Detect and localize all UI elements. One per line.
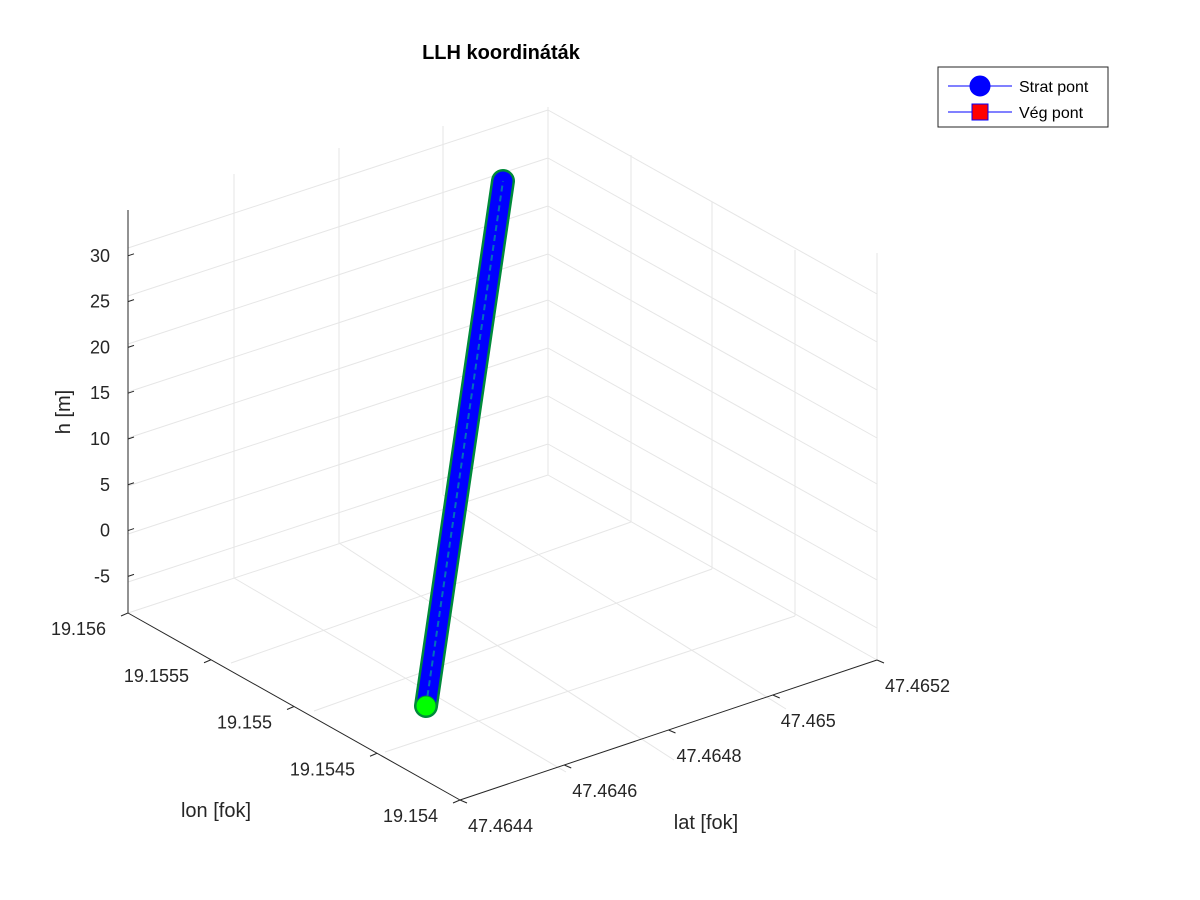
lon-tick [452,799,461,804]
lat-tick-label: 47.4646 [572,781,637,801]
h-tick-label: 30 [90,246,110,266]
lat-tick [459,799,468,804]
legend-label-end: Vég pont [1019,105,1084,122]
tick-marks [120,253,885,804]
trajectory-inner-stripe [425,180,504,707]
trajectory [414,169,515,718]
lon-tick-label: 19.154 [383,806,438,826]
h-tick [127,436,135,440]
lon-tick-label: 19.1555 [124,666,189,686]
lon-tick-label: 19.155 [217,713,272,733]
lat-tick-label: 47.4648 [677,746,742,766]
h-tick-label: -5 [94,566,110,586]
lon-tick [286,706,295,710]
h-tick [127,390,135,394]
lat-tick-label: 47.465 [781,711,836,731]
legend-box [937,66,1109,128]
grid-lines [127,107,878,773]
legend: Strat pont Vég pont [937,66,1109,128]
h-tick-label: 25 [90,292,110,312]
lon-axis-label: lon [fok] [181,800,251,822]
chart-title: LLH koordináták [422,42,581,64]
h-tick [127,253,135,257]
lon-tick [369,752,378,757]
legend-label-start: Strat pont [1019,79,1089,96]
axes [127,210,878,801]
h-tick-label: 10 [90,429,110,449]
tick-labels: -5 0 5 10 15 20 25 30 19.154 19.1545 19.155 19.1555… [51,246,950,836]
h-tick-label: 15 [90,383,110,403]
h-axis-label: h [m] [53,390,75,434]
lat-tick [668,729,676,734]
h-tick-label: 0 [100,521,110,541]
lat-tick [564,764,572,769]
legend-item-end: Vég pont [948,103,1084,122]
lat-axis-label: lat [fok] [674,812,738,834]
h-tick [127,344,135,348]
lat-tick [772,694,780,699]
lat-tick [876,659,885,664]
end-point-marker [415,695,437,717]
lon-tick-label: 19.1545 [290,759,355,779]
lon-tick-label: 19.156 [51,619,106,639]
h-tick [127,482,135,486]
lon-tick [120,612,129,617]
legend-item-start: Strat pont [948,75,1089,97]
lon-tick [203,659,212,664]
h-tick-label: 20 [90,337,110,357]
lat-tick-label: 47.4644 [468,816,533,836]
legend-square-marker [971,103,989,121]
h-tick [127,528,135,532]
h-tick-label: 5 [100,475,110,495]
lat-tick-label: 47.4652 [885,676,950,696]
h-tick [127,299,135,303]
h-tick [127,573,135,577]
legend-circle-marker [969,75,991,97]
